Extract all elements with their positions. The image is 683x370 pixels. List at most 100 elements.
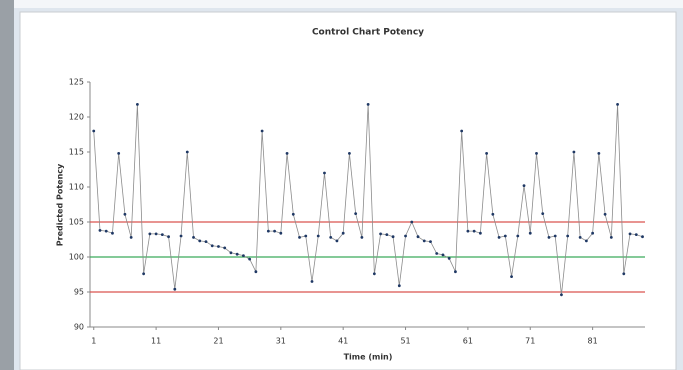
data-point xyxy=(472,229,476,233)
data-point xyxy=(204,240,208,244)
data-point xyxy=(298,236,301,239)
data-point xyxy=(335,239,339,243)
y-tick-label: 105 xyxy=(69,218,84,227)
data-point xyxy=(148,232,152,236)
top-strip xyxy=(0,0,683,8)
x-axis-label: Time (min) xyxy=(344,353,393,362)
data-point xyxy=(123,212,127,216)
y-tick-label: 95 xyxy=(74,288,84,297)
data-point xyxy=(179,234,183,238)
data-point xyxy=(273,229,276,233)
y-tick-label: 120 xyxy=(69,113,84,122)
data-point xyxy=(503,234,507,238)
data-point xyxy=(160,233,164,237)
x-tick-label: 51 xyxy=(400,337,410,346)
data-point xyxy=(223,246,227,250)
data-point xyxy=(316,234,320,238)
data-point xyxy=(528,231,532,235)
data-point xyxy=(522,184,526,188)
data-point xyxy=(572,150,576,154)
data-point xyxy=(285,152,289,155)
data-point xyxy=(117,152,121,155)
data-point xyxy=(198,239,202,243)
data-point xyxy=(641,235,644,239)
y-tick-label: 125 xyxy=(69,78,84,87)
data-point xyxy=(310,280,314,283)
y-tick-label: 90 xyxy=(74,323,84,332)
data-point xyxy=(553,234,557,238)
data-point xyxy=(628,232,632,236)
data-point xyxy=(291,212,295,216)
chart-panel xyxy=(19,11,677,370)
chart-title: Control Chart Potency xyxy=(312,28,424,38)
data-point xyxy=(435,252,439,255)
data-point xyxy=(441,253,445,257)
data-point xyxy=(154,232,158,236)
data-point xyxy=(497,236,501,239)
data-point xyxy=(92,129,96,133)
data-point xyxy=(341,231,345,235)
y-tick-label: 100 xyxy=(69,253,84,262)
data-point xyxy=(266,229,270,233)
data-point xyxy=(510,275,513,278)
data-point xyxy=(478,231,482,235)
data-point xyxy=(535,152,538,155)
data-point xyxy=(422,239,426,243)
data-point xyxy=(597,152,601,155)
data-point xyxy=(541,212,545,216)
data-point xyxy=(485,152,489,155)
data-point xyxy=(98,229,102,232)
data-point xyxy=(547,236,551,239)
data-point xyxy=(248,257,252,261)
data-point xyxy=(217,245,220,248)
data-point xyxy=(447,257,451,260)
x-tick-label: 61 xyxy=(463,337,473,346)
data-point xyxy=(323,171,326,175)
data-point xyxy=(416,235,420,239)
data-point xyxy=(634,233,638,237)
data-point xyxy=(167,235,170,239)
data-point xyxy=(397,284,401,288)
data-point xyxy=(372,272,376,276)
data-point xyxy=(129,236,133,239)
data-point xyxy=(578,236,582,239)
x-tick-label: 1 xyxy=(91,337,96,346)
data-point xyxy=(111,231,114,235)
data-point xyxy=(609,236,613,239)
data-point xyxy=(566,234,570,238)
data-point xyxy=(185,150,189,154)
data-point xyxy=(466,229,470,233)
data-point xyxy=(360,236,364,239)
data-point xyxy=(491,212,495,216)
y-tick-label: 115 xyxy=(69,148,84,157)
data-point xyxy=(329,236,333,239)
data-point xyxy=(454,270,457,274)
data-point xyxy=(410,220,414,224)
data-point xyxy=(279,231,283,235)
data-point xyxy=(104,229,108,233)
data-point xyxy=(591,231,595,235)
data-point xyxy=(348,152,351,155)
x-tick-label: 11 xyxy=(151,337,161,346)
data-point xyxy=(354,212,358,216)
data-point xyxy=(603,212,607,216)
data-point xyxy=(584,239,588,243)
left-border xyxy=(0,0,14,370)
x-tick-label: 71 xyxy=(525,337,535,346)
x-tick-label: 31 xyxy=(276,337,286,346)
data-point xyxy=(173,287,177,291)
data-point xyxy=(379,232,382,236)
data-point xyxy=(229,251,233,255)
data-point xyxy=(192,236,195,239)
data-point xyxy=(460,129,464,133)
y-tick-label: 110 xyxy=(69,183,84,192)
data-point xyxy=(304,234,308,238)
data-point xyxy=(254,270,258,274)
data-point xyxy=(385,233,389,237)
x-tick-label: 81 xyxy=(588,337,598,346)
data-point xyxy=(516,234,520,238)
data-point xyxy=(429,240,432,244)
x-tick-label: 41 xyxy=(338,337,348,346)
data-point xyxy=(391,235,395,239)
